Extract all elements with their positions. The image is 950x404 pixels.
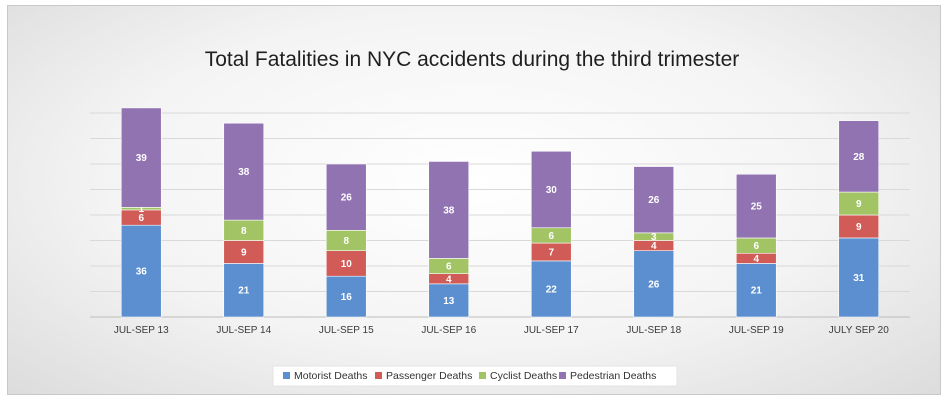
- data-label: 13: [443, 296, 455, 307]
- data-label: 7: [548, 247, 554, 258]
- bar-segment: [838, 120, 880, 193]
- legend: Motorist Deaths Passenger Deaths Cyclist D…: [272, 365, 678, 387]
- x-axis-tick-labels: JUL-SEP 13 JUL-SEP 14 JUL-SEP 15 JUL-SEP 16…: [114, 325, 889, 336]
- legend-entry: Cyclist Deaths: [490, 370, 557, 382]
- legend-box: [272, 365, 678, 387]
- bar-segment: [325, 163, 367, 231]
- data-label: 10: [341, 259, 353, 270]
- chart-frame: [7, 5, 941, 395]
- data-label: 30: [546, 185, 558, 196]
- bar-segment: [223, 122, 265, 221]
- bar-segment: [633, 166, 675, 234]
- data-label: 25: [751, 202, 763, 213]
- legend-swatch: [375, 372, 382, 379]
- x-tick-label: JUL-SEP 14: [216, 325, 271, 336]
- data-label: 6: [446, 262, 452, 273]
- data-label: 4: [446, 274, 452, 285]
- legend-swatch: [479, 372, 486, 379]
- data-label: 3: [651, 232, 657, 243]
- bar-segment: [223, 263, 265, 318]
- bar-segment: [735, 263, 777, 318]
- bar-segment: [325, 250, 367, 277]
- bar-segment: [530, 260, 572, 318]
- data-label: 4: [651, 241, 657, 252]
- data-label: 39: [136, 153, 148, 164]
- data-label: 8: [241, 226, 247, 237]
- chart-title: Total Fatalities in NYC accidents during…: [205, 48, 740, 71]
- legend-entry: Passenger Deaths: [386, 370, 472, 382]
- bar-segment: [633, 250, 675, 318]
- bar-segment: [120, 224, 162, 318]
- legend-entry: Pedestrian Deaths: [570, 370, 656, 382]
- legend-swatch: [283, 372, 290, 379]
- x-tick-label: JUL-SEP 17: [524, 325, 579, 336]
- data-label: 38: [238, 167, 250, 178]
- data-label: 26: [648, 195, 660, 206]
- data-label: 6: [753, 241, 759, 252]
- data-label: 21: [751, 286, 763, 297]
- legend-swatch: [559, 372, 566, 379]
- data-label: 28: [853, 152, 865, 163]
- data-label: 9: [856, 222, 862, 233]
- data-label: 38: [443, 205, 455, 216]
- gridlines: [90, 112, 910, 318]
- data-label: 31: [853, 273, 865, 284]
- data-label: 22: [546, 284, 558, 295]
- bar-segment: [838, 237, 880, 318]
- data-label: 9: [856, 199, 862, 210]
- bar-segment: [428, 283, 470, 318]
- x-tick-label: JULY SEP 20: [829, 325, 889, 336]
- data-label: 21: [238, 286, 250, 297]
- bar-segment: [735, 173, 777, 239]
- data-label: 1: [138, 204, 144, 215]
- data-label: 6: [548, 231, 554, 242]
- bars: 3661392198381610826134638227630264326214…: [120, 107, 880, 318]
- legend-entry: Motorist Deaths: [294, 370, 368, 382]
- data-label: 36: [136, 267, 148, 278]
- bar-segment: [428, 161, 470, 259]
- data-label: 26: [341, 193, 353, 204]
- data-label: 4: [753, 254, 759, 265]
- data-label: 9: [241, 247, 247, 258]
- data-label: 8: [343, 236, 349, 247]
- bar-segment: [530, 150, 572, 229]
- bar-segment: [120, 107, 162, 208]
- data-label: 6: [138, 213, 144, 224]
- x-tick-label: JUL-SEP 16: [421, 325, 476, 336]
- x-tick-label: JUL-SEP 13: [114, 325, 169, 336]
- x-tick-label: JUL-SEP 18: [626, 325, 681, 336]
- data-label: 26: [648, 279, 660, 290]
- x-tick-label: JUL-SEP 15: [319, 325, 374, 336]
- data-label: 16: [341, 292, 353, 303]
- x-tick-label: JUL-SEP 19: [729, 325, 784, 336]
